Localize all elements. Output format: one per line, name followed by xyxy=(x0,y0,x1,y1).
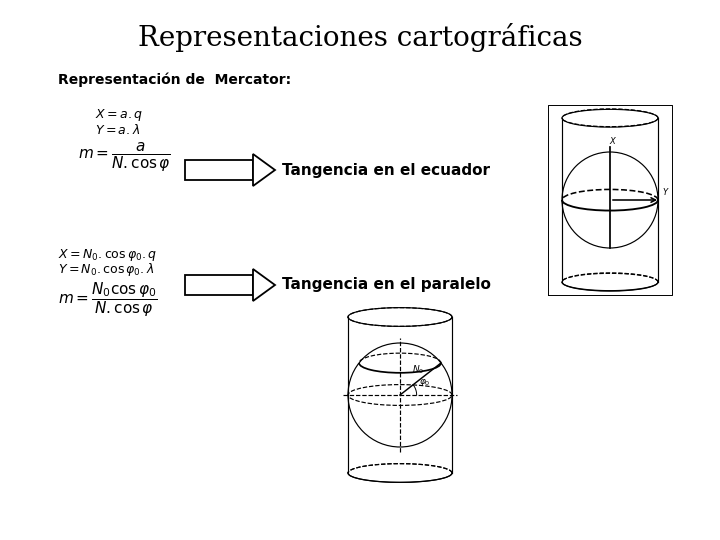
Text: $\varphi_0$: $\varphi_0$ xyxy=(419,376,431,388)
Text: X: X xyxy=(609,137,615,146)
Text: $m = \dfrac{N_0\cos\varphi_0}{N.\cos\varphi}$: $m = \dfrac{N_0\cos\varphi_0}{N.\cos\var… xyxy=(58,281,158,319)
Polygon shape xyxy=(185,160,253,180)
Text: Tangencia en el paralelo: Tangencia en el paralelo xyxy=(282,278,491,293)
Text: $Y = N_0.\cos\varphi_0.\lambda$: $Y = N_0.\cos\varphi_0.\lambda$ xyxy=(58,261,154,279)
Text: Y: Y xyxy=(662,188,667,197)
Text: Tangencia en el ecuador: Tangencia en el ecuador xyxy=(282,163,490,178)
Text: $N_0$: $N_0$ xyxy=(413,363,425,376)
Text: Representaciones cartográficas: Representaciones cartográficas xyxy=(138,24,582,52)
Polygon shape xyxy=(185,275,253,295)
Text: $X = N_0.\cos\varphi_0.q$: $X = N_0.\cos\varphi_0.q$ xyxy=(58,247,157,263)
Polygon shape xyxy=(253,154,275,186)
Text: Representación de  Mercator:: Representación de Mercator: xyxy=(58,73,291,87)
Text: $X = a.q$: $X = a.q$ xyxy=(95,107,143,123)
Text: $m = \dfrac{a}{N.\cos\varphi}$: $m = \dfrac{a}{N.\cos\varphi}$ xyxy=(78,141,171,174)
Polygon shape xyxy=(253,269,275,301)
Text: $Y = a.\lambda$: $Y = a.\lambda$ xyxy=(95,123,140,137)
